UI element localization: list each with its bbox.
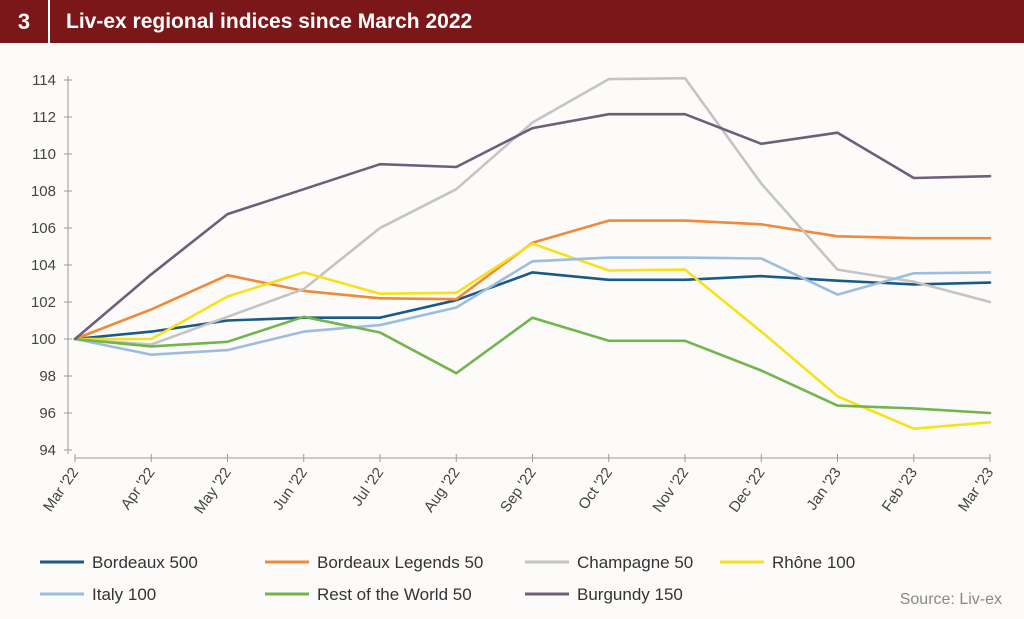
- series-line-champagne-50: [73, 76, 992, 346]
- y-tick-label: 108: [31, 183, 56, 200]
- series-line-rh-ne-100: [73, 242, 992, 431]
- x-tick-label: Mar '22: [40, 465, 82, 515]
- x-tick-label: Aug '22: [421, 465, 464, 516]
- x-tick-label: Jul '22: [349, 465, 388, 510]
- y-tick-label: 102: [31, 294, 56, 311]
- x-tick-label: Jan '23: [803, 465, 844, 514]
- legend-label: Champagne 50: [577, 553, 693, 572]
- legend-label: Bordeaux Legends 50: [317, 553, 483, 572]
- legend-label: Italy 100: [92, 585, 156, 604]
- source-note: Source: Liv-ex: [899, 591, 1002, 608]
- y-tick-label: 112: [32, 109, 56, 126]
- y-tick-label: 94: [39, 442, 56, 459]
- y-tick-label: 114: [32, 72, 56, 89]
- legend-label: Burgundy 150: [577, 585, 683, 604]
- x-tick-label: Mar '23: [955, 465, 997, 515]
- figure-header: 3 Liv-ex regional indices since March 20…: [0, 0, 1024, 43]
- x-tick-label: Jun '22: [270, 465, 311, 514]
- x-tick-label: May '22: [191, 465, 235, 517]
- series-line-rest-of-the-world-50: [73, 315, 992, 415]
- legend-label: Bordeaux 500: [92, 553, 198, 572]
- series-line-italy-100: [73, 256, 992, 357]
- chart-title: Liv-ex regional indices since March 2022: [66, 9, 473, 33]
- x-tick-label: Apr '22: [118, 465, 159, 513]
- y-tick-label: 106: [31, 220, 56, 237]
- y-tick-label: 100: [31, 331, 56, 348]
- x-tick-label: Oct '22: [575, 465, 616, 513]
- y-tick-label: 104: [31, 257, 56, 274]
- series-line-bordeaux-500: [73, 271, 992, 341]
- y-tick-label: 98: [39, 368, 56, 385]
- series-line-burgundy-150: [73, 112, 992, 341]
- x-tick-label: Feb '23: [879, 465, 921, 515]
- x-tick-label: Sep '22: [497, 465, 540, 516]
- x-tick-label: Dec '22: [726, 465, 769, 516]
- figure-number: 3: [0, 0, 50, 43]
- legend-label: Rhône 100: [772, 553, 855, 572]
- legend-label: Rest of the World 50: [317, 585, 472, 604]
- x-tick-label: Nov '22: [649, 465, 692, 516]
- y-tick-label: 110: [32, 146, 56, 163]
- y-tick-label: 96: [39, 405, 56, 422]
- line-chart: 94 96 98 100 102 104 106 108 110 112 114 Mar '22 Apr…: [31, 72, 997, 604]
